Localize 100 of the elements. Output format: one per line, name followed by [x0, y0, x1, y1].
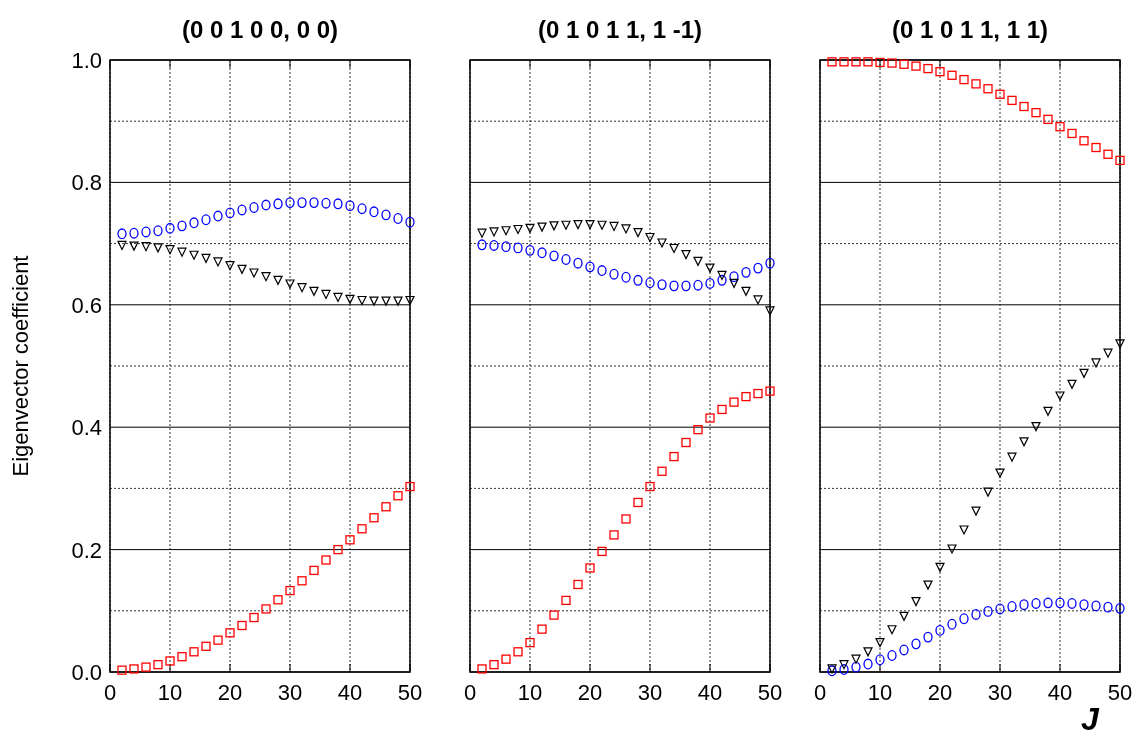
- point: [381, 296, 391, 306]
- point: [693, 279, 703, 291]
- point: [153, 225, 163, 237]
- x-tick-label: 20: [217, 680, 243, 705]
- point: [1079, 136, 1089, 146]
- point: [983, 487, 993, 497]
- point: [863, 658, 873, 670]
- point: [839, 660, 849, 670]
- point: [899, 59, 909, 69]
- point: [585, 563, 595, 573]
- point: [165, 222, 175, 234]
- point: [393, 213, 403, 224]
- point: [345, 294, 355, 304]
- point: [201, 641, 211, 651]
- point: [947, 70, 957, 80]
- point: [1115, 339, 1125, 349]
- point: [177, 220, 187, 232]
- point: [1007, 95, 1017, 106]
- point: [1115, 602, 1125, 614]
- y-tick-label: 1.0: [71, 48, 102, 73]
- point: [947, 618, 957, 630]
- point: [1043, 114, 1053, 125]
- point: [971, 609, 981, 620]
- point: [261, 272, 271, 282]
- point: [887, 650, 897, 661]
- x-tick-label: 30: [987, 680, 1013, 705]
- point: [983, 84, 993, 94]
- point: [489, 239, 499, 251]
- point: [477, 228, 487, 238]
- point: [405, 216, 415, 228]
- point: [189, 647, 199, 657]
- point: [765, 306, 775, 316]
- point: [1115, 155, 1125, 166]
- y-tick-label: 0.8: [71, 170, 102, 196]
- point: [863, 57, 873, 67]
- point: [1031, 598, 1041, 609]
- y-tick-label: 0.0: [71, 660, 102, 685]
- x-tick-label: 10: [157, 680, 183, 705]
- x-tick-label: 20: [927, 680, 953, 705]
- point: [369, 513, 379, 523]
- point: [357, 203, 367, 215]
- point: [875, 654, 885, 666]
- point: [995, 603, 1005, 615]
- point: [645, 232, 655, 243]
- point: [597, 220, 607, 230]
- point: [923, 631, 933, 643]
- x-tick-label: 30: [277, 680, 303, 705]
- point: [309, 565, 319, 576]
- point: [561, 595, 571, 606]
- point: [285, 197, 295, 209]
- x-tick-label: 40: [1047, 680, 1073, 705]
- point: [213, 635, 223, 645]
- point: [765, 257, 775, 269]
- point: [405, 295, 415, 306]
- point: [309, 197, 319, 209]
- chart-title: (0 1 0 1 1, 1 -1): [537, 16, 703, 43]
- point: [513, 224, 523, 235]
- point: [923, 63, 933, 74]
- x-tick-label: 0: [103, 680, 117, 705]
- point: [273, 275, 283, 285]
- point: [141, 242, 151, 252]
- point: [501, 226, 511, 236]
- point: [297, 197, 307, 209]
- point: [189, 250, 199, 260]
- point: [333, 198, 343, 210]
- point: [141, 662, 151, 672]
- point: [549, 221, 559, 231]
- point: [899, 644, 909, 656]
- point: [935, 624, 945, 636]
- y-axis-title: Eigenvector coefficient: [8, 255, 33, 477]
- point: [249, 612, 259, 623]
- point: [741, 391, 751, 402]
- point: [153, 660, 163, 670]
- point: [393, 491, 403, 501]
- x-tick-label: 50: [757, 680, 783, 705]
- point: [369, 206, 379, 218]
- point: [887, 58, 897, 68]
- point: [681, 250, 691, 260]
- point: [609, 268, 619, 280]
- point: [513, 242, 523, 254]
- point: [717, 274, 727, 286]
- chart-title: (0 1 0 1 1, 1 1): [891, 16, 1049, 43]
- point: [393, 296, 403, 306]
- point: [117, 240, 127, 251]
- x-tick-label: 50: [1107, 680, 1133, 705]
- point: [249, 202, 259, 213]
- point: [911, 61, 921, 71]
- point: [333, 292, 343, 303]
- point: [1055, 597, 1065, 609]
- point: [1103, 348, 1113, 358]
- point: [657, 238, 667, 248]
- point: [633, 274, 643, 286]
- point: [935, 66, 945, 77]
- point: [839, 664, 849, 675]
- point: [1091, 600, 1101, 612]
- point: [573, 220, 583, 230]
- point: [213, 210, 223, 222]
- point: [549, 610, 559, 620]
- point: [189, 217, 199, 229]
- y-tick-label: 0.4: [71, 415, 102, 441]
